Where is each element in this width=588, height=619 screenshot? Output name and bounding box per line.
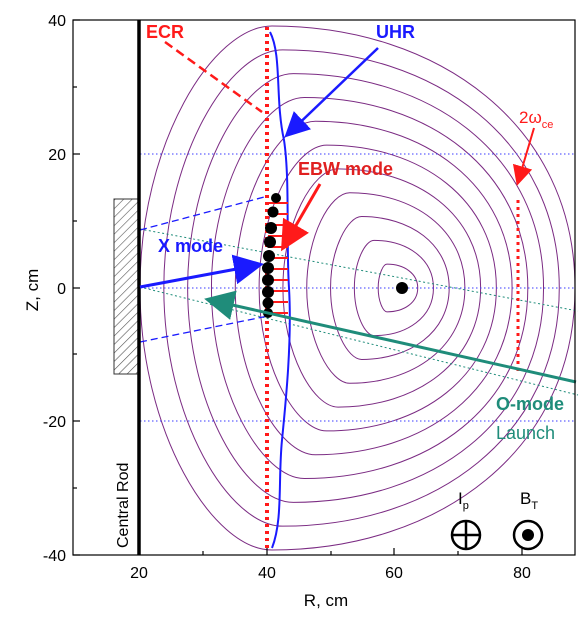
flux-surface	[210, 96, 529, 480]
two-omega-label: 2ωce	[519, 108, 553, 131]
bt-label: BT	[520, 489, 538, 512]
ecr-label: ECR	[146, 22, 184, 42]
ebw-points	[262, 193, 281, 318]
y-tick-label: 0	[57, 281, 66, 298]
o-mode-arrow	[204, 290, 577, 384]
x-mode-arrow	[139, 254, 264, 289]
flux-surface	[163, 49, 560, 527]
x-mode-cone	[139, 195, 269, 343]
flux-surface	[330, 216, 450, 360]
flux-surfaces	[139, 25, 576, 551]
bt-out-of-page-icon	[512, 519, 544, 551]
uhr-curve	[269, 31, 291, 549]
x-tick-labels: 20 40 60 80	[130, 565, 531, 582]
ip-into-page-icon	[450, 519, 482, 551]
hatched-rod-block	[113, 198, 139, 375]
x-axis-label: R, cm	[304, 591, 348, 610]
ip-label: Ip	[458, 489, 469, 512]
x-mode-label: X mode	[158, 236, 223, 256]
uhr-label: UHR	[376, 22, 415, 42]
flux-surface	[306, 192, 466, 384]
tick-marks	[73, 19, 523, 556]
o-mode-label: O-mode	[496, 394, 564, 414]
uhr-pointer	[284, 47, 379, 138]
two-omega-pointer	[512, 127, 535, 186]
magnetic-axis	[396, 282, 408, 294]
flux-surface	[282, 168, 482, 408]
central-rod-label: Central Rod	[115, 463, 132, 548]
ecr-pointer	[164, 40, 263, 114]
o-mode-guides	[139, 228, 579, 396]
flux-surface	[258, 144, 497, 432]
ebw-mode-label: EBW mode	[298, 159, 393, 179]
flux-surface	[187, 73, 545, 503]
y-tick-label: 40	[48, 13, 66, 30]
x-tick-label: 80	[513, 565, 531, 582]
y-tick-label: -20	[43, 414, 66, 431]
y-tick-labels: 40 20 0 -20 -40	[43, 13, 66, 565]
ebw-pointer	[280, 183, 322, 252]
flux-surface	[234, 120, 513, 456]
x-tick-label: 60	[385, 565, 403, 582]
flux-surface	[353, 239, 434, 337]
y-tick-label: 20	[48, 147, 66, 164]
x-tick-label: 40	[258, 565, 276, 582]
y-axis-label: Z, cm	[23, 269, 42, 312]
y-tick-label: -40	[43, 548, 66, 565]
grid-lines	[140, 153, 575, 422]
launch-label: Launch	[496, 423, 555, 443]
flux-surface	[377, 263, 419, 313]
x-tick-label: 20	[130, 565, 148, 582]
